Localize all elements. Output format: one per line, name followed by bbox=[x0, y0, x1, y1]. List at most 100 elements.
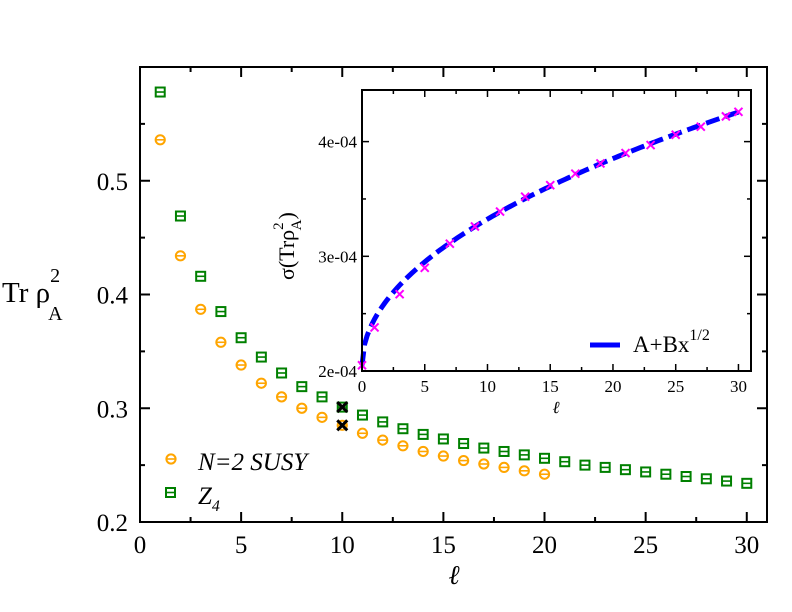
inset-point bbox=[570, 169, 581, 179]
z4-point bbox=[640, 466, 652, 478]
susy-point bbox=[174, 250, 187, 262]
z4-point bbox=[195, 270, 207, 282]
susy-point bbox=[154, 134, 166, 146]
legend-z4-label: Z4 bbox=[198, 483, 220, 515]
inset-y-tick-label: 4e-04 bbox=[318, 133, 357, 152]
main-data-points bbox=[154, 86, 753, 489]
susy-point bbox=[215, 336, 227, 348]
susy-point bbox=[458, 454, 470, 467]
z4-point bbox=[700, 473, 712, 485]
inset-legend-fit-sup: 1/2 bbox=[689, 327, 709, 344]
z4-point bbox=[518, 449, 530, 461]
susy-point bbox=[518, 465, 530, 477]
main-y-tick-label: 0.5 bbox=[97, 169, 128, 196]
z4-point bbox=[377, 416, 389, 428]
z4-point bbox=[559, 456, 571, 468]
inset-point bbox=[645, 140, 656, 150]
main-x-axis-label: ℓ bbox=[448, 560, 460, 590]
susy-point bbox=[316, 411, 328, 423]
inset-y-label-end: ) bbox=[274, 212, 299, 219]
main-x-tick-label: 25 bbox=[633, 532, 658, 559]
inset-x-tick-label: 20 bbox=[604, 377, 621, 396]
inset-point bbox=[445, 238, 455, 249]
inset-y-label-sup: 2 bbox=[271, 222, 287, 230]
main-y-label-base: Tr ρ bbox=[2, 277, 50, 309]
z4-point bbox=[741, 477, 753, 489]
z4-point bbox=[579, 459, 591, 471]
inset-point bbox=[420, 263, 430, 273]
z4-point bbox=[660, 468, 672, 480]
inset-plot-background bbox=[362, 90, 751, 371]
inset-point bbox=[595, 158, 606, 169]
inset-x-tick-label: 15 bbox=[542, 377, 559, 396]
inset-y-tick-label: 2e-04 bbox=[318, 362, 357, 381]
inset-x-tick-label: 5 bbox=[420, 377, 429, 396]
inset-point bbox=[671, 130, 681, 140]
inset-x-tick-label: 30 bbox=[730, 377, 747, 396]
susy-point bbox=[498, 461, 510, 473]
inset-x-tick-label: 0 bbox=[358, 377, 367, 396]
main-y-tick-label: 0.2 bbox=[97, 510, 128, 537]
inset-point bbox=[495, 206, 505, 217]
z4-point bbox=[174, 210, 186, 222]
susy-point bbox=[255, 377, 267, 389]
inset-point bbox=[545, 180, 555, 190]
z4-point bbox=[458, 438, 470, 450]
susy-point bbox=[417, 445, 429, 458]
main-y-axis-label: Tr ρ2 A bbox=[2, 265, 63, 325]
inset-y-tick-label: 3e-04 bbox=[318, 247, 357, 266]
legend-z4-label-base: Z bbox=[198, 483, 213, 510]
inset-x-tick-label: 25 bbox=[667, 377, 684, 396]
z4-point bbox=[539, 452, 551, 464]
susy-point bbox=[296, 402, 308, 414]
main-x-tick-label: 5 bbox=[235, 532, 248, 559]
main-y-label-sub: A bbox=[48, 303, 63, 325]
inset-legend: A+Bx1/2 bbox=[590, 327, 710, 357]
susy-point bbox=[397, 440, 409, 452]
main-x-tick-label: 10 bbox=[330, 532, 355, 559]
susy-point bbox=[356, 427, 369, 439]
main-legend: N=2 SUSY Z4 bbox=[165, 449, 310, 515]
main-x-tick-label: 20 bbox=[532, 532, 557, 559]
susy-point bbox=[275, 391, 288, 403]
inset-y-label-sub: A bbox=[289, 219, 305, 230]
inset-point bbox=[620, 148, 631, 158]
z4-point bbox=[417, 428, 429, 440]
susy-point bbox=[377, 434, 389, 446]
susy-point bbox=[195, 303, 207, 315]
inset-point bbox=[733, 107, 744, 117]
main-y-tick-label: 0.3 bbox=[97, 396, 128, 423]
susy-point bbox=[478, 458, 490, 470]
main-y-label-sup: 2 bbox=[50, 265, 60, 287]
inset-data-points bbox=[357, 107, 744, 370]
inset-point bbox=[721, 111, 731, 122]
z4-point bbox=[154, 86, 166, 98]
main-y-tick-label: 0.4 bbox=[97, 283, 129, 310]
inset-point bbox=[369, 322, 380, 333]
z4-point bbox=[478, 442, 490, 454]
inset-axis-ticks: 0 5 10 15 20 25 30 2e-04 3e-04 4e-04 bbox=[318, 90, 751, 396]
z4-point bbox=[316, 391, 328, 403]
inset-x-tick-label: 10 bbox=[479, 377, 496, 396]
main-axis-ticks: 0 5 10 15 20 25 300.20.30.40.5 bbox=[97, 67, 767, 559]
z4-point bbox=[397, 423, 409, 435]
z4-point bbox=[255, 351, 267, 363]
legend-z4-label-sub: 4 bbox=[212, 498, 220, 515]
marked-point bbox=[336, 401, 349, 414]
main-x-tick-label: 30 bbox=[734, 532, 759, 559]
inset-legend-fit-label: A+Bx1/2 bbox=[633, 327, 710, 357]
inset-y-axis-label: σ(Trρ2 A) bbox=[271, 212, 305, 280]
inset-point bbox=[470, 221, 480, 232]
inset-x-axis-label: ℓ bbox=[552, 398, 559, 417]
z4-point bbox=[619, 464, 631, 476]
z4-point bbox=[276, 367, 288, 379]
susy-point bbox=[538, 468, 551, 480]
legend-susy-label: N=2 SUSY bbox=[197, 449, 310, 476]
z4-point bbox=[498, 445, 510, 457]
z4-point bbox=[599, 461, 611, 473]
inset-chart: 0 5 10 15 20 25 30 2e-04 3e-04 4e-04 ℓ σ(Trρ2 A) A… bbox=[271, 89, 752, 417]
z4-point bbox=[356, 409, 368, 421]
susy-point bbox=[235, 359, 247, 371]
inset-legend-fit-base: A+Bx bbox=[633, 332, 690, 357]
